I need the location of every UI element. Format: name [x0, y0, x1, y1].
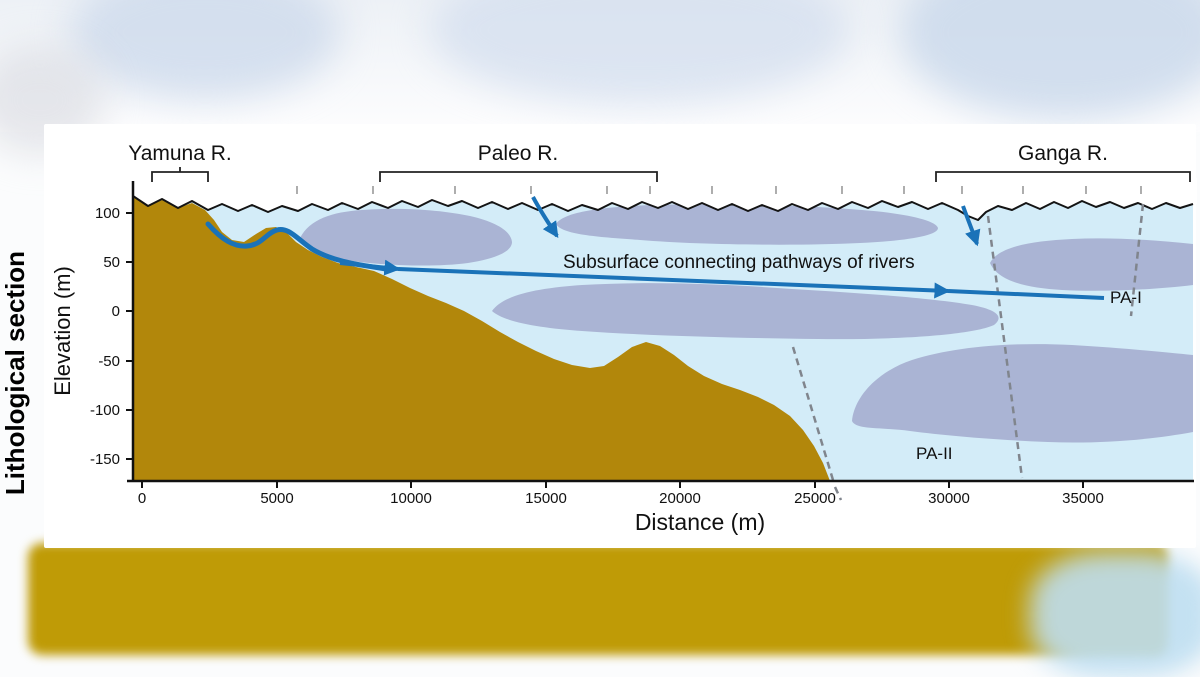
sky-mask	[128, 178, 1197, 220]
x-tick-label: 25000	[794, 490, 836, 507]
y-tick-label: -150	[90, 451, 120, 468]
pa2-label: PA-II	[916, 444, 953, 463]
survey-tick-marks	[296, 186, 1142, 194]
pa1-label: PA-I	[1110, 288, 1142, 307]
clay-lens-middle	[492, 283, 999, 340]
x-tick-label: 20000	[659, 490, 701, 507]
fault-line-right	[1129, 203, 1145, 317]
y-axis-ticks	[126, 212, 133, 460]
y-tick-label: -50	[98, 353, 120, 370]
y-tick-label: 100	[95, 205, 120, 222]
flow-arrow-yamuna-join	[339, 259, 401, 276]
ganga-river-label: Ganga R.	[1018, 142, 1108, 165]
y-tick-label: 50	[103, 254, 120, 271]
ganga-bracket	[935, 171, 1191, 182]
x-axis-ticks	[141, 481, 1084, 488]
yamuna-bracket	[151, 167, 209, 182]
x-tick-label: 35000	[1062, 490, 1104, 507]
surface-line	[132, 195, 1194, 221]
bedrock-region	[133, 196, 830, 481]
flow-line-pa1-tail	[947, 289, 1105, 300]
y-tick-label: -100	[90, 402, 120, 419]
x-tick-label: 30000	[928, 490, 970, 507]
x-tick-label: 15000	[525, 490, 567, 507]
clay-lens-right-upper	[990, 238, 1193, 291]
x-tick-label: 5000	[260, 490, 293, 507]
y-axis-title: Elevation (m)	[50, 266, 75, 396]
paleo-bracket	[379, 171, 658, 182]
fault-line-left-extension	[833, 486, 843, 501]
clay-lens-lower-right	[852, 344, 1193, 443]
pathways-annotation: Subsurface connecting pathways of rivers	[563, 252, 915, 273]
yamuna-flow-curve	[205, 221, 389, 272]
flow-arrow-paleo-recharge	[531, 196, 559, 238]
background-blue-blob	[1030, 552, 1200, 677]
flow-arrow-main-pathway	[397, 267, 951, 299]
clay-lens-upper-left	[300, 208, 512, 266]
yamuna-river-label: Yamuna R.	[128, 142, 232, 165]
x-tick-label: 10000	[390, 490, 432, 507]
x-axis-title: Distance (m)	[635, 509, 765, 535]
paleo-river-label: Paleo R.	[478, 142, 559, 165]
flow-arrow-ganga-recharge	[961, 205, 981, 247]
x-tick-label: 0	[138, 490, 146, 507]
background-ochre-band	[28, 543, 1168, 655]
clay-lens-upper-middle	[556, 204, 938, 245]
fault-line-middle	[986, 215, 1024, 479]
y-tick-label: 0	[112, 303, 120, 320]
